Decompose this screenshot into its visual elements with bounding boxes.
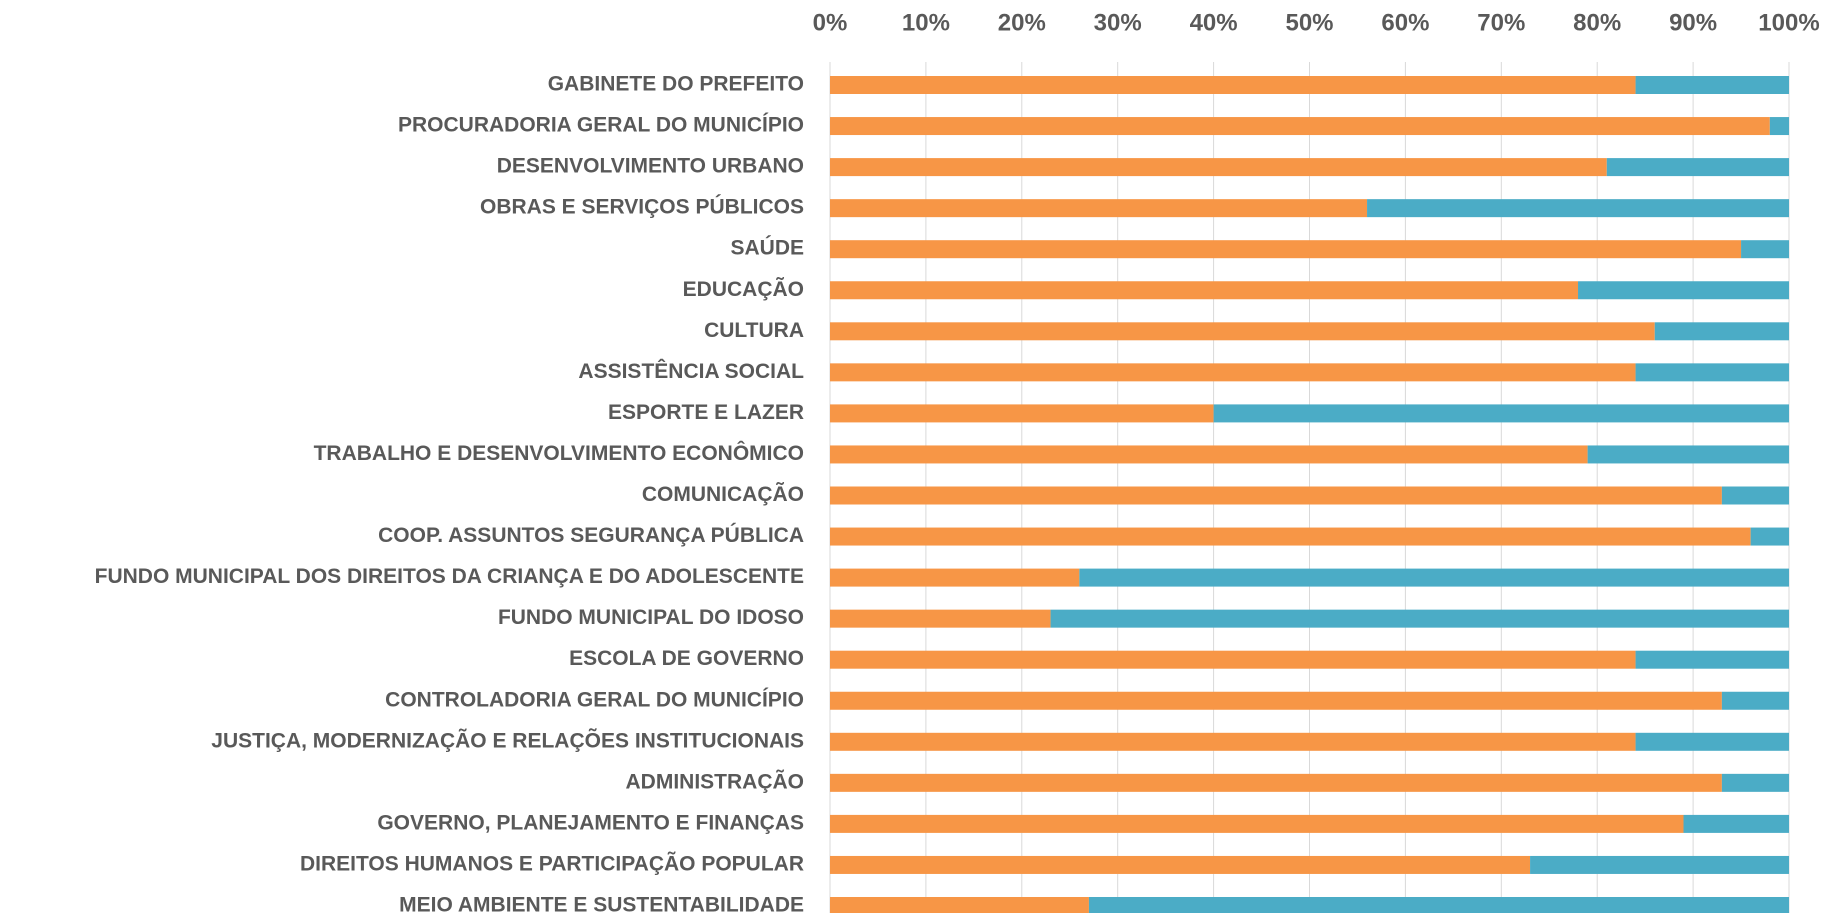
y-tick-label: GABINETE DO PREFEITO bbox=[548, 73, 804, 96]
y-tick-label: DIREITOS HUMANOS E PARTICIPAÇÃO POPULAR bbox=[300, 852, 804, 875]
y-tick-label: ESCOLA DE GOVERNO bbox=[569, 647, 804, 670]
bar-segment bbox=[1654, 322, 1789, 341]
bar-segment bbox=[830, 732, 1636, 751]
bar-segment bbox=[1088, 897, 1789, 913]
bar-segment bbox=[1606, 158, 1789, 177]
bar-segment bbox=[830, 281, 1579, 300]
y-tick-label: SAÚDE bbox=[730, 236, 804, 260]
x-tick-label: 60% bbox=[1381, 9, 1429, 36]
bar-segment bbox=[1741, 240, 1789, 259]
y-tick-label: MEIO AMBIENTE E SUSTENTABILIDADE bbox=[399, 894, 804, 913]
bar-segment bbox=[830, 322, 1655, 341]
x-tick-label: 10% bbox=[902, 9, 950, 36]
x-tick-label: 100% bbox=[1758, 9, 1819, 36]
bar-segment bbox=[830, 527, 1751, 546]
bar-segment bbox=[830, 773, 1722, 792]
x-tick-label: 90% bbox=[1669, 9, 1717, 36]
y-tick-label: ADMINISTRAÇÃO bbox=[626, 770, 805, 793]
bar-segment bbox=[1769, 117, 1789, 136]
y-tick-label: PROCURADORIA GERAL DO MUNICÍPIO bbox=[398, 114, 804, 137]
bar-segment bbox=[830, 486, 1722, 505]
y-tick-label: DESENVOLVIMENTO URBANO bbox=[497, 155, 804, 178]
bar-segment bbox=[830, 568, 1080, 587]
bar-segment bbox=[830, 240, 1742, 259]
y-tick-label: COMUNICAÇÃO bbox=[642, 483, 804, 506]
bar-segment bbox=[1050, 609, 1789, 628]
x-tick-label: 70% bbox=[1477, 9, 1525, 36]
bar-segment bbox=[830, 404, 1214, 423]
bar-segment bbox=[830, 814, 1684, 833]
bar-segment bbox=[1635, 650, 1789, 669]
bar-segment bbox=[830, 117, 1770, 136]
bar-segment bbox=[1079, 568, 1789, 587]
bar-segment bbox=[830, 650, 1636, 669]
bar-segment bbox=[830, 158, 1607, 177]
y-tick-label: GOVERNO, PLANEJAMENTO E FINANÇAS bbox=[377, 811, 804, 834]
bar-segment bbox=[1635, 76, 1789, 94]
x-tick-label: 50% bbox=[1285, 9, 1333, 36]
bar-segment bbox=[1530, 855, 1789, 874]
bar-segment bbox=[1721, 691, 1789, 710]
y-tick-label: JUSTIÇA, MODERNIZAÇÃO E RELAÇÕES INSTITU… bbox=[211, 728, 804, 752]
bar-segment bbox=[1587, 445, 1789, 464]
y-tick-label: ASSISTÊNCIA SOCIAL bbox=[578, 359, 804, 383]
bar-segment bbox=[1213, 404, 1789, 423]
y-tick-label: CONTROLADORIA GERAL DO MUNICÍPIO bbox=[385, 688, 804, 711]
bar-segment bbox=[1750, 527, 1789, 546]
bar-segment bbox=[1683, 814, 1789, 833]
x-tick-label: 30% bbox=[1094, 9, 1142, 36]
bar-segment bbox=[1367, 199, 1789, 218]
bar-segment bbox=[830, 609, 1051, 628]
bar-segment bbox=[830, 445, 1588, 464]
y-tick-label: COOP. ASSUNTOS SEGURANÇA PÚBLICA bbox=[378, 523, 804, 547]
bar-segment bbox=[830, 76, 1636, 94]
y-tick-label: OBRAS E SERVIÇOS PÚBLICOS bbox=[480, 195, 804, 219]
x-tick-label: 20% bbox=[998, 9, 1046, 36]
bar-segment bbox=[1721, 486, 1789, 505]
bar-segment bbox=[830, 199, 1368, 218]
bar-segment bbox=[1635, 732, 1789, 751]
bar-segment bbox=[830, 691, 1722, 710]
bar-segment bbox=[830, 855, 1531, 874]
y-tick-label: FUNDO MUNICIPAL DO IDOSO bbox=[498, 606, 804, 629]
bar-segment bbox=[830, 363, 1636, 382]
bar-segment bbox=[1635, 363, 1789, 382]
y-tick-label: CULTURA bbox=[704, 319, 804, 342]
y-tick-label: ESPORTE E LAZER bbox=[608, 401, 804, 424]
y-tick-label: TRABALHO E DESENVOLVIMENTO ECONÔMICO bbox=[314, 441, 804, 465]
bar-segment bbox=[1721, 773, 1789, 792]
x-tick-label: 80% bbox=[1573, 9, 1621, 36]
x-tick-label: 0% bbox=[813, 9, 848, 36]
y-tick-label: EDUCAÇÃO bbox=[683, 278, 804, 301]
bar-segment bbox=[1578, 281, 1789, 300]
y-tick-label: FUNDO MUNICIPAL DOS DIREITOS DA CRIANÇA … bbox=[95, 565, 804, 588]
x-tick-label: 40% bbox=[1190, 9, 1238, 36]
bar-segment bbox=[830, 897, 1089, 913]
